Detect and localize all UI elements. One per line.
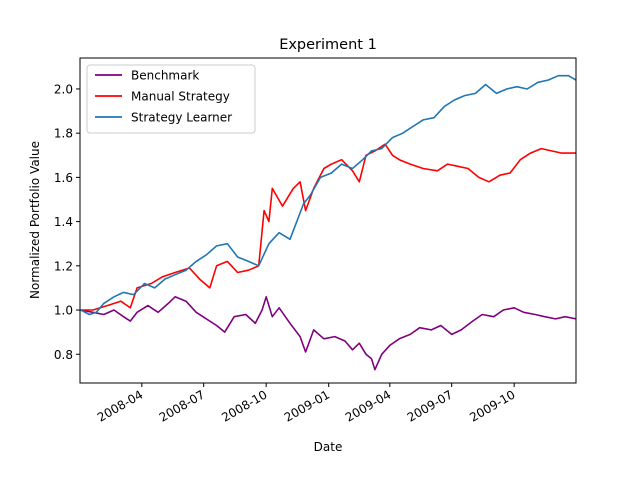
plot-frame <box>79 57 577 384</box>
legend-box <box>86 64 256 134</box>
y-tick-label: 1.4 <box>54 215 73 229</box>
legend: Benchmark Manual Strategy Strategy Learner <box>86 64 256 134</box>
y-axis-label: Normalized Portfolio Value <box>28 141 42 299</box>
series-line-1 <box>80 143 576 311</box>
legend-label-0: Benchmark <box>131 69 199 83</box>
series-line-0 <box>80 296 577 371</box>
y-tick-label: 1.8 <box>54 127 73 141</box>
legend-label-1: Manual Strategy <box>131 90 230 104</box>
y-tick-label: 2.0 <box>54 82 73 96</box>
y-tick-label: 1.6 <box>54 171 73 185</box>
y-tick-label: 1.2 <box>54 259 73 273</box>
series-layer <box>80 74 577 371</box>
x-axis-label: Date <box>314 440 343 454</box>
legend-label-2: Strategy Learner <box>131 111 232 125</box>
y-tick-label: 1.0 <box>54 304 73 318</box>
y-axis: 0.8 1.0 1.2 1.4 1.6 1.8 2.0 <box>54 82 80 362</box>
chart-title: Experiment 1 <box>279 37 377 53</box>
series-line-2 <box>80 74 577 316</box>
y-tick-label: 0.8 <box>54 348 73 362</box>
